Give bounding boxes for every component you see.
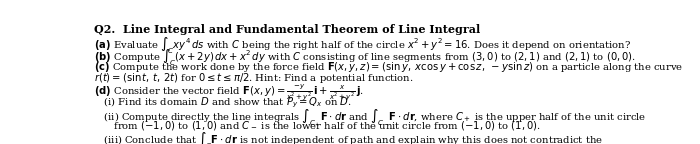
Text: $r(t) = (\sin t,\, t,\, 2t)$ for $0 \leq t \leq \pi/2$. Hint: Find a potential f: $r(t) = (\sin t,\, t,\, 2t)$ for $0 \leq…	[94, 71, 414, 85]
Text: $\mathbf{(b)}$ Compute $\int_C (x + 2y)\,dx + x^2\,dy$ with $C$ consisting of li: $\mathbf{(b)}$ Compute $\int_C (x + 2y)\…	[94, 48, 636, 68]
Text: $\quad$(ii) Compute directly the line integrals $\int_{C_+} \mathbf{F}\cdot d\ma: $\quad$(ii) Compute directly the line in…	[94, 107, 646, 129]
Text: Q2.  Line Integral and Fundamental Theorem of Line Integral: Q2. Line Integral and Fundamental Theore…	[94, 24, 480, 35]
Text: $\quad\quad$from $(-1,0)$ to $(1,0)$ and $C_-$ is the lower half of the unit cir: $\quad\quad$from $(-1,0)$ to $(1,0)$ and…	[94, 119, 541, 132]
Text: $\mathbf{(d)}$ Consider the vector field $\mathbf{F}(x,y) = \frac{-y}{x^2+y^2}\,: $\mathbf{(d)}$ Consider the vector field…	[94, 83, 364, 103]
Text: $\mathbf{(c)}$ Compute the work done by the force field $\mathbf{F}(x, y, z) = (: $\mathbf{(c)}$ Compute the work done by …	[94, 59, 683, 74]
Text: $\quad$(iii) Conclude that $\int_C \mathbf{F}\cdot d\mathbf{r}$ is not independe: $\quad$(iii) Conclude that $\int_C \math…	[94, 131, 603, 144]
Text: $\quad$(i) Find its domain $D$ and show that $P_y = Q_x$ on $D$.: $\quad$(i) Find its domain $D$ and show …	[94, 95, 352, 110]
Text: $\mathbf{(a)}$ Evaluate $\int_C xy^4\,ds$ with $C$ being the right half of the c: $\mathbf{(a)}$ Evaluate $\int_C xy^4\,ds…	[94, 36, 631, 56]
